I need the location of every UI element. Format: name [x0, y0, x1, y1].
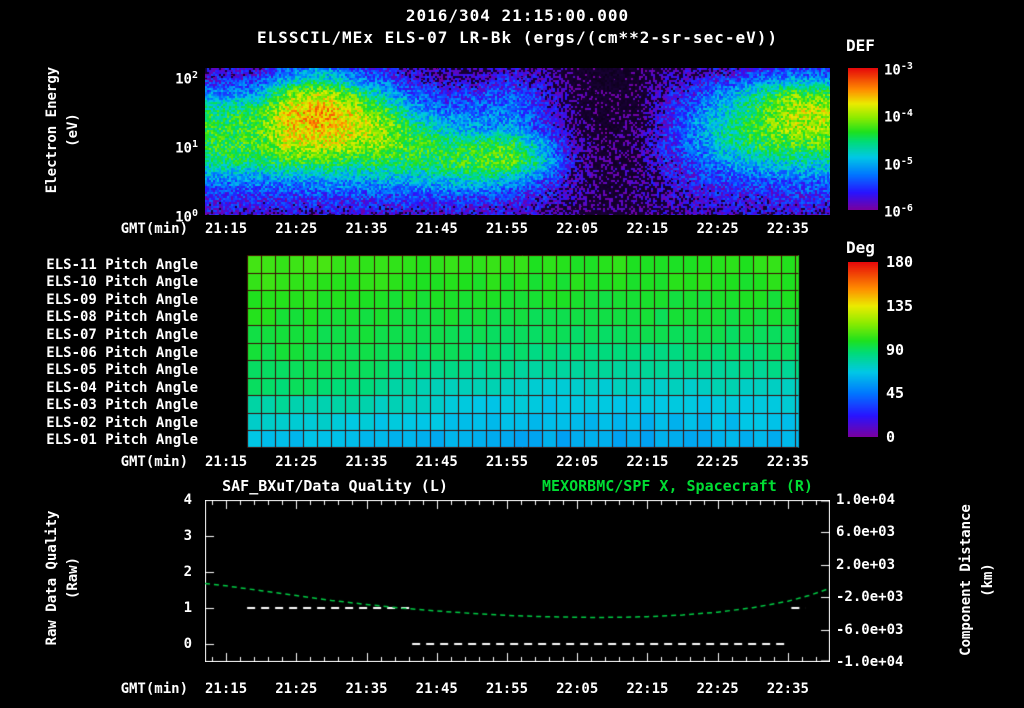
x-tick-label: 22:15	[626, 681, 669, 697]
pitch-row-label: ELS-04 Pitch Angle	[46, 379, 198, 396]
distance-ytick-label: 6.0e+03	[836, 524, 896, 541]
pitch-row-label: ELS-01 Pitch Angle	[46, 432, 198, 449]
deg-colorbar-tick: 90	[886, 340, 905, 359]
plot-datetime: 2016/304 21:15:00.000	[405, 6, 630, 25]
bottom-right-ylabel: Component Distance	[958, 504, 974, 656]
spacecraft-series-title: MEXORBMC/SPF X, Spacecraft (R)	[542, 477, 813, 495]
x-tick-label: 21:25	[275, 454, 318, 470]
deg-colorbar-tick: 45	[886, 384, 905, 403]
x-tick-label: 21:45	[415, 454, 458, 470]
x-tick-label: 21:25	[275, 221, 318, 237]
x-tick-label: 22:15	[626, 454, 669, 470]
pitch-row-label: ELS-03 Pitch Angle	[46, 397, 198, 414]
energy-ytick-label: 102	[175, 70, 198, 88]
distance-ytick-label: -2.0e+03	[836, 589, 904, 606]
x-tick-label: 22:05	[556, 454, 599, 470]
bottom-right-ylabel-units: (km)	[980, 563, 996, 597]
x-tick-label: 21:45	[415, 681, 458, 697]
gmt-axis-label: GMT(min)	[120, 681, 188, 697]
distance-ytick-label: -1.0e+04	[836, 654, 904, 670]
gmt-axis-label: GMT(min)	[120, 221, 188, 237]
spectrogram-ylabel: Electron Energy	[44, 66, 60, 194]
deg-colorbar-tick: 135	[886, 296, 914, 315]
pitch-row-label: ELS-08 Pitch Angle	[46, 309, 198, 326]
quality-distance-chart-canvas	[205, 500, 830, 662]
x-tick-label: 22:05	[556, 681, 599, 697]
x-tick-label: 22:35	[766, 454, 809, 470]
quality-ytick-label: 0	[183, 636, 192, 652]
energy-ytick-label: 101	[175, 139, 198, 157]
deg-colorbar	[848, 262, 878, 437]
pitch-row-label: ELS-10 Pitch Angle	[46, 274, 198, 291]
def-colorbar-tick: 10-3	[884, 61, 913, 79]
distance-ytick-label: 2.0e+03	[836, 556, 896, 573]
pitch-row-label: ELS-11 Pitch Angle	[46, 256, 198, 273]
x-tick-label: 22:25	[696, 681, 739, 697]
pitch-row-label: ELS-07 Pitch Angle	[46, 326, 198, 343]
deg-colorbar-label: Deg	[846, 238, 875, 257]
pitch-row-label: ELS-05 Pitch Angle	[46, 362, 198, 379]
def-colorbar-label: DEF	[846, 36, 875, 55]
distance-ytick-label: 1.0e+04	[836, 492, 896, 508]
quality-ytick-label: 1	[183, 600, 192, 616]
x-tick-label: 21:25	[275, 681, 318, 697]
x-tick-label: 21:15	[204, 221, 248, 237]
bottom-left-ylabel: Raw Data Quality	[44, 510, 60, 646]
quality-series-title: SAF_BXuT/Data Quality (L)	[222, 477, 448, 495]
pitch-row-label: ELS-02 Pitch Angle	[46, 414, 198, 431]
quality-ytick-label: 2	[183, 564, 192, 580]
x-tick-label: 21:35	[345, 454, 388, 470]
def-colorbar-tick: 10-5	[884, 155, 913, 174]
x-tick-label: 22:35	[766, 221, 809, 237]
pitch-angle-heatmap-canvas	[205, 255, 830, 448]
bottom-left-ylabel-units: (Raw)	[65, 556, 81, 600]
def-colorbar	[848, 68, 878, 210]
deg-colorbar-tick: 180	[886, 253, 914, 271]
def-colorbar-tick: 10-4	[884, 108, 913, 126]
energy-ytick-label: 100	[175, 208, 198, 226]
x-tick-label: 22:25	[696, 454, 739, 470]
x-tick-label: 21:55	[485, 681, 529, 697]
x-tick-label: 21:35	[345, 681, 388, 697]
quality-ytick-label: 3	[183, 528, 192, 544]
pitch-row-label: ELS-09 Pitch Angle	[46, 291, 198, 308]
x-tick-label: 21:15	[204, 681, 248, 697]
spectrogram-ylabel-units: (eV)	[65, 113, 81, 147]
deg-colorbar-tick: 0	[886, 428, 896, 446]
x-tick-label: 21:55	[485, 221, 529, 237]
x-tick-label: 22:15	[626, 221, 669, 237]
distance-ytick-label: -6.0e+03	[836, 621, 904, 638]
x-tick-label: 22:05	[556, 221, 599, 237]
x-tick-label: 21:35	[345, 221, 388, 237]
x-tick-label: 22:25	[696, 221, 739, 237]
x-tick-label: 22:35	[766, 681, 809, 697]
x-tick-label: 21:45	[415, 221, 458, 237]
gmt-axis-label: GMT(min)	[120, 454, 188, 470]
pitch-row-label: ELS-06 Pitch Angle	[46, 344, 198, 361]
electron-energy-spectrogram-canvas	[205, 68, 830, 215]
plot-title: ELSSCIL/MEx ELS-07 LR-Bk (ergs/(cm**2-sr…	[256, 28, 778, 47]
def-colorbar-tick: 10-6	[884, 203, 913, 221]
x-tick-label: 21:55	[485, 454, 529, 470]
quality-ytick-label: 4	[183, 492, 192, 508]
x-tick-label: 21:15	[204, 454, 248, 470]
